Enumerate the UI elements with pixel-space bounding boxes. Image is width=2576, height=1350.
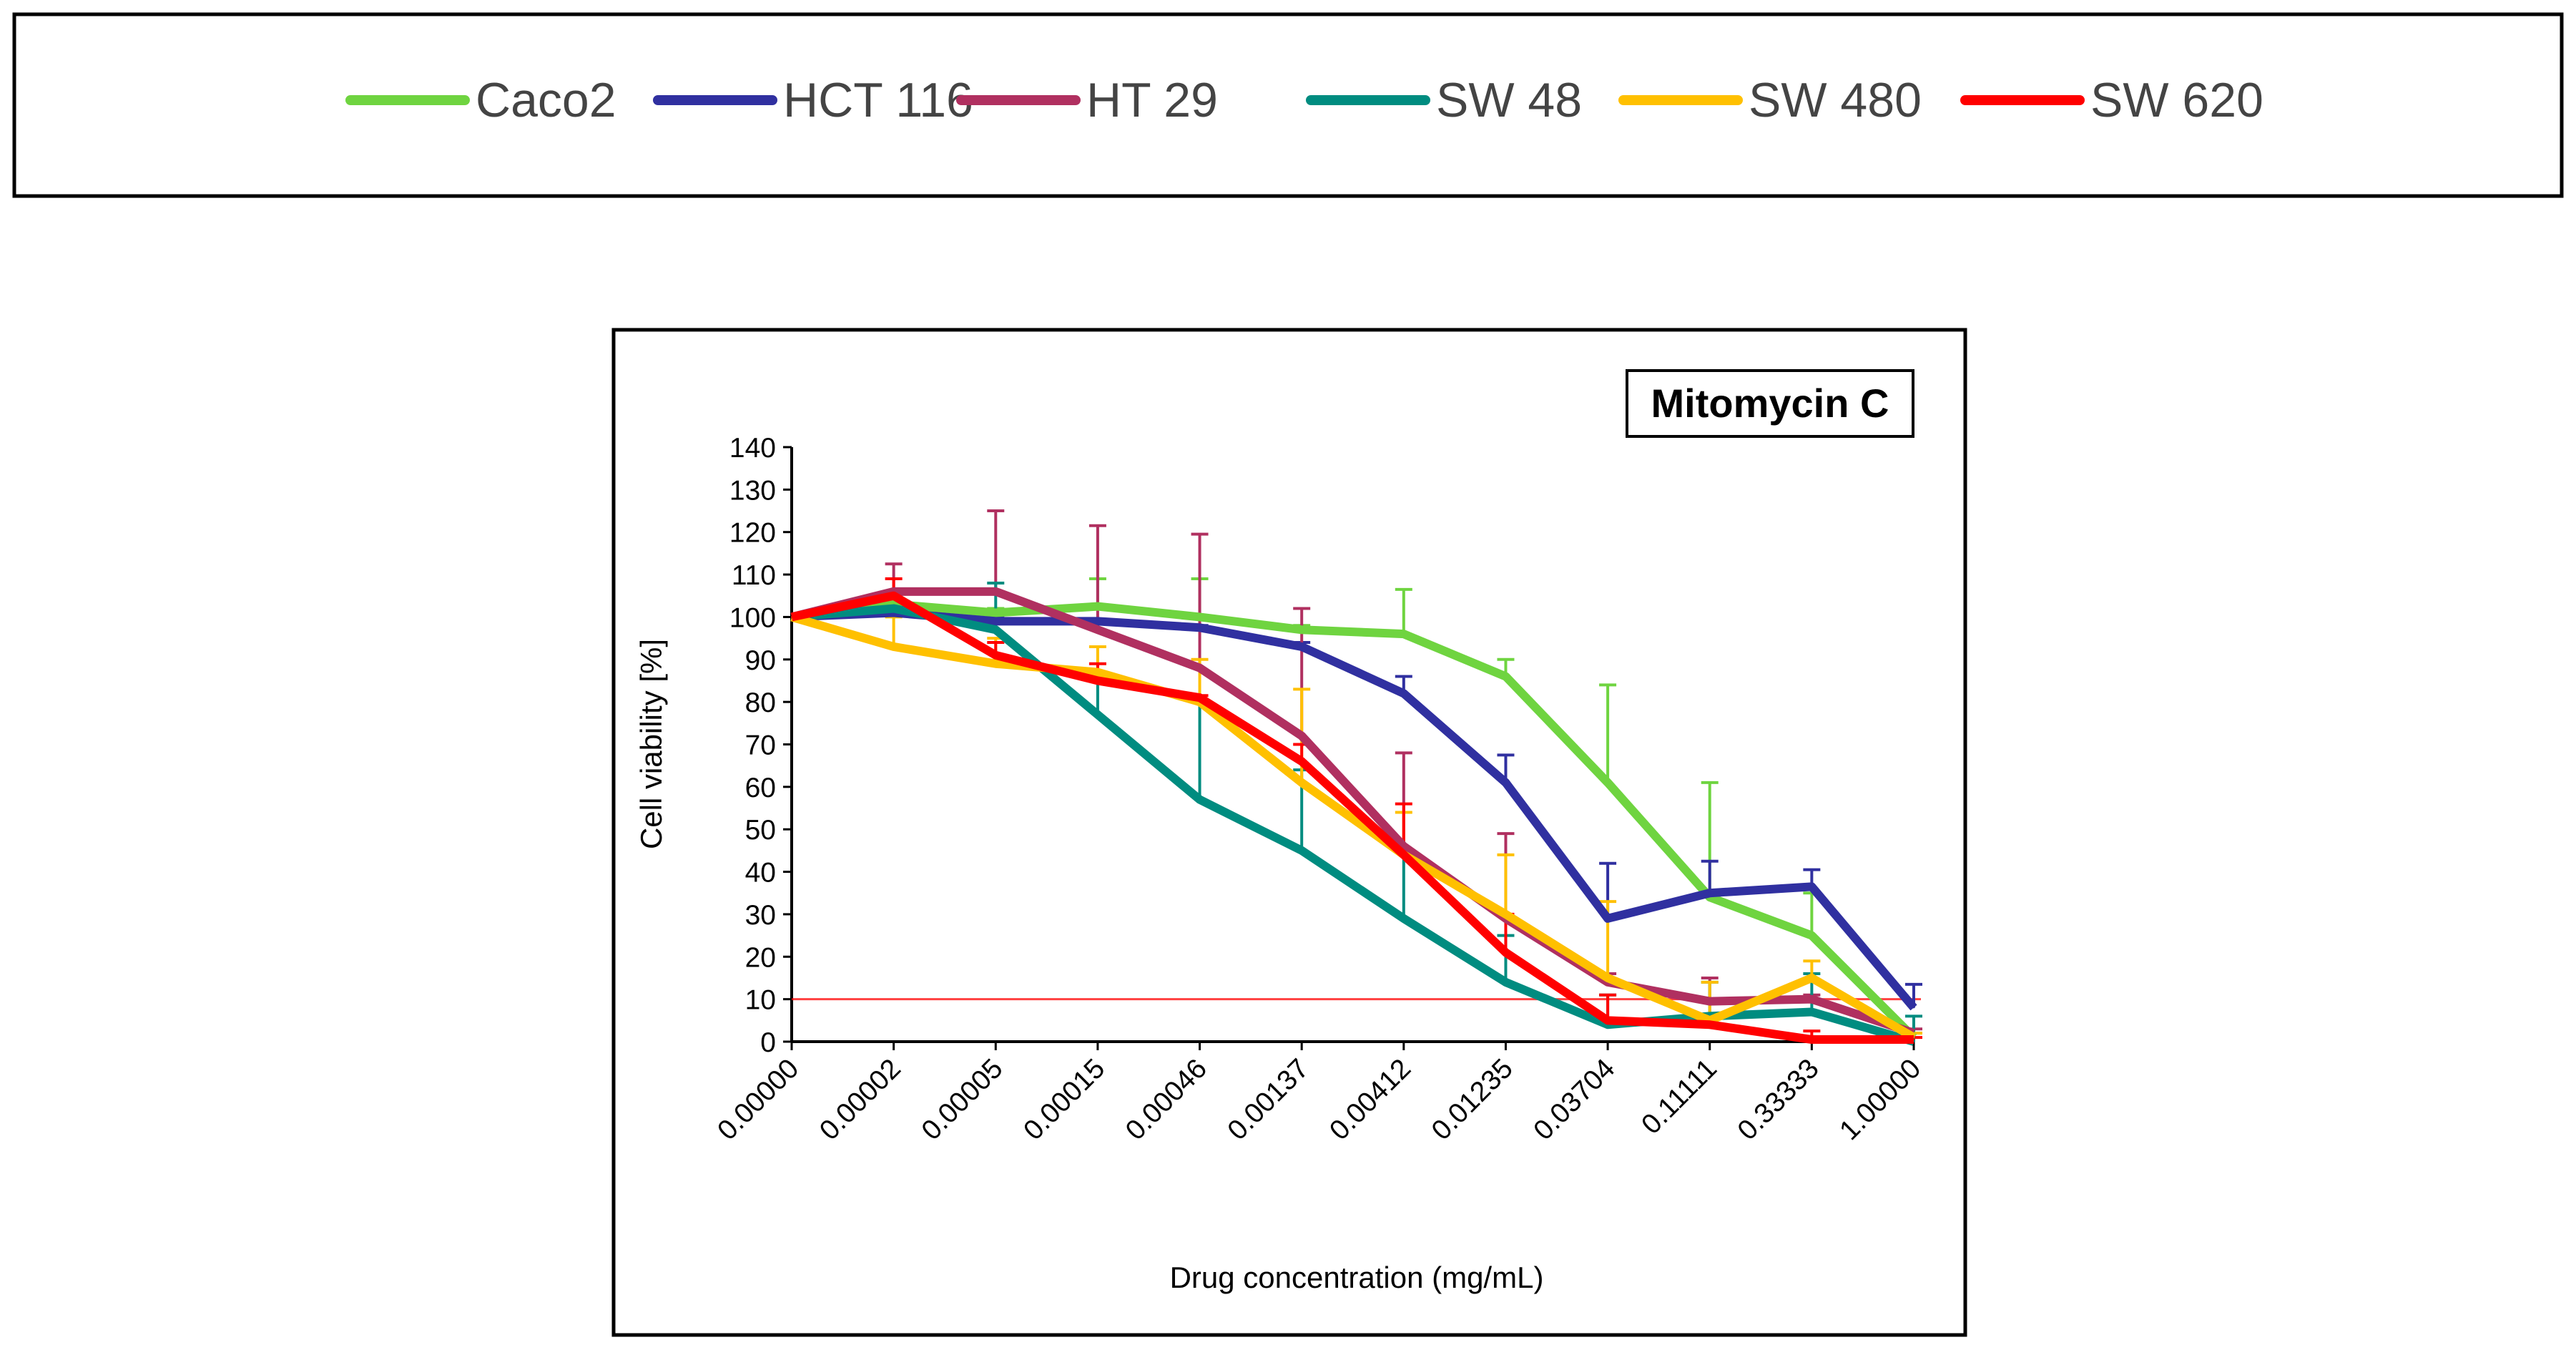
data-point-3 [1811,1011,1813,1013]
data-point-0 [1199,616,1201,618]
data-point-5 [1301,760,1303,763]
chart-title-box [1626,369,1914,438]
data-point-3 [995,629,997,631]
data-point-3 [1096,713,1098,715]
data-point-1 [1301,645,1303,647]
data-point-1 [1505,781,1507,783]
data-point-0 [995,612,997,614]
data-point-1 [1709,892,1711,894]
data-point-5 [1709,1024,1711,1026]
data-point-5 [1913,1039,1914,1041]
data-point-5 [893,595,895,597]
data-point-5 [1199,697,1201,699]
series-line-5 [790,591,1914,1045]
data-point-4 [1505,913,1507,915]
data-point-5 [791,616,792,618]
data-point-4 [1301,781,1303,783]
y-tick-label: 140 [729,433,776,464]
data-point-3 [1402,917,1405,919]
data-point-5 [1811,1039,1813,1041]
y-tick-label: 100 [729,602,776,633]
y-tick-label: 20 [745,942,776,973]
y-axis-label: Cell viability [%] [634,639,668,849]
chart-title: Mitomycin C [1651,381,1889,426]
data-point-5 [1505,952,1507,954]
data-point-1 [1913,1007,1914,1009]
data-point-2 [1096,629,1098,631]
legend-label-5: SW 620 [2090,73,2263,127]
data-point-1 [1096,620,1098,622]
data-point-5 [1096,680,1098,682]
data-point-4 [893,645,895,647]
y-tick-label: 120 [729,518,776,549]
data-point-5 [1607,1019,1609,1022]
data-point-1 [1402,693,1405,695]
data-point-0 [1402,633,1405,635]
data-point-2 [1199,667,1201,669]
legend-label-2: HT 29 [1086,73,1218,127]
data-point-3 [1505,981,1507,983]
data-point-2 [1709,1000,1711,1002]
data-point-3 [1301,849,1303,851]
series-line-2 [790,587,1915,1037]
y-tick-label: 10 [745,985,776,1016]
data-point-0 [1096,605,1098,607]
data-point-1 [995,620,997,622]
series-line-1 [791,608,1917,1011]
data-point-2 [995,590,997,592]
x-axis-label: Drug concentration (mg/mL) [1170,1261,1544,1294]
y-tick-label: 110 [732,560,776,591]
data-point-1 [1607,917,1609,919]
y-tick-label: 50 [745,815,776,846]
data-point-0 [1607,781,1609,783]
legend-label-3: SW 48 [1436,73,1582,127]
data-point-1 [1811,886,1813,888]
y-tick-label: 0 [760,1027,776,1058]
data-point-0 [1505,675,1507,678]
legend-label-1: HCT 116 [783,73,973,127]
data-point-1 [1199,627,1201,629]
legend: Caco2 HCT 116 HT 29 SW 48 SW 480 SW 620 [345,73,2263,127]
data-point-4 [995,662,997,665]
y-tick-label: 70 [745,730,776,761]
y-tick-label: 80 [745,688,776,718]
data-point-0 [1811,934,1813,936]
series-line-4 [790,612,1917,1042]
data-point-3 [1199,798,1201,801]
data-point-2 [1402,845,1405,847]
data-point-5 [995,654,997,656]
chart-frame [611,328,1967,1337]
y-tick-label: 130 [729,475,776,506]
data-point-4 [1607,977,1609,979]
y-tick-label: 40 [745,858,776,889]
series-line-0 [791,600,1917,1041]
legend-label-0: Caco2 [476,73,616,127]
data-point-4 [1096,671,1098,673]
y-tick-label: 60 [745,773,776,803]
y-tick-label: 30 [745,900,776,931]
y-tick-label: 90 [745,645,776,676]
legend-label-4: SW 480 [1749,73,1922,127]
data-point-5 [1402,853,1405,856]
data-point-4 [1811,977,1813,979]
data-point-0 [1301,629,1303,631]
data-point-2 [1301,735,1303,737]
data-point-3 [893,607,895,610]
data-point-2 [1811,998,1813,1000]
